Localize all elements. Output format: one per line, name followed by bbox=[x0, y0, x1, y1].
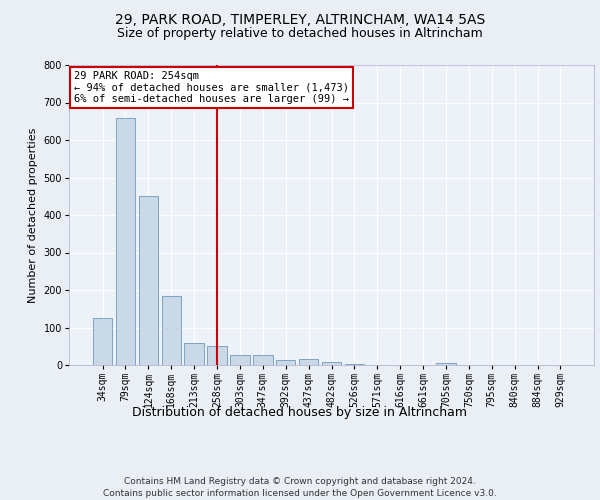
Bar bbox=[139, 196, 158, 365]
Bar bbox=[230, 354, 250, 365]
Text: Contains HM Land Registry data © Crown copyright and database right 2024.
Contai: Contains HM Land Registry data © Crown c… bbox=[103, 476, 497, 498]
Text: Size of property relative to detached houses in Altrincham: Size of property relative to detached ho… bbox=[117, 28, 483, 40]
Bar bbox=[344, 364, 364, 365]
Bar bbox=[299, 359, 319, 365]
Bar bbox=[253, 354, 272, 365]
Bar bbox=[161, 296, 181, 365]
Text: 29 PARK ROAD: 254sqm
← 94% of detached houses are smaller (1,473)
6% of semi-det: 29 PARK ROAD: 254sqm ← 94% of detached h… bbox=[74, 71, 349, 104]
Bar bbox=[276, 360, 295, 365]
Bar bbox=[436, 363, 455, 365]
Text: Distribution of detached houses by size in Altrincham: Distribution of detached houses by size … bbox=[133, 406, 467, 419]
Bar bbox=[208, 346, 227, 365]
Text: 29, PARK ROAD, TIMPERLEY, ALTRINCHAM, WA14 5AS: 29, PARK ROAD, TIMPERLEY, ALTRINCHAM, WA… bbox=[115, 12, 485, 26]
Bar bbox=[322, 362, 341, 365]
Bar bbox=[93, 318, 112, 365]
Y-axis label: Number of detached properties: Number of detached properties bbox=[28, 128, 38, 302]
Bar bbox=[116, 118, 135, 365]
Bar bbox=[184, 342, 204, 365]
